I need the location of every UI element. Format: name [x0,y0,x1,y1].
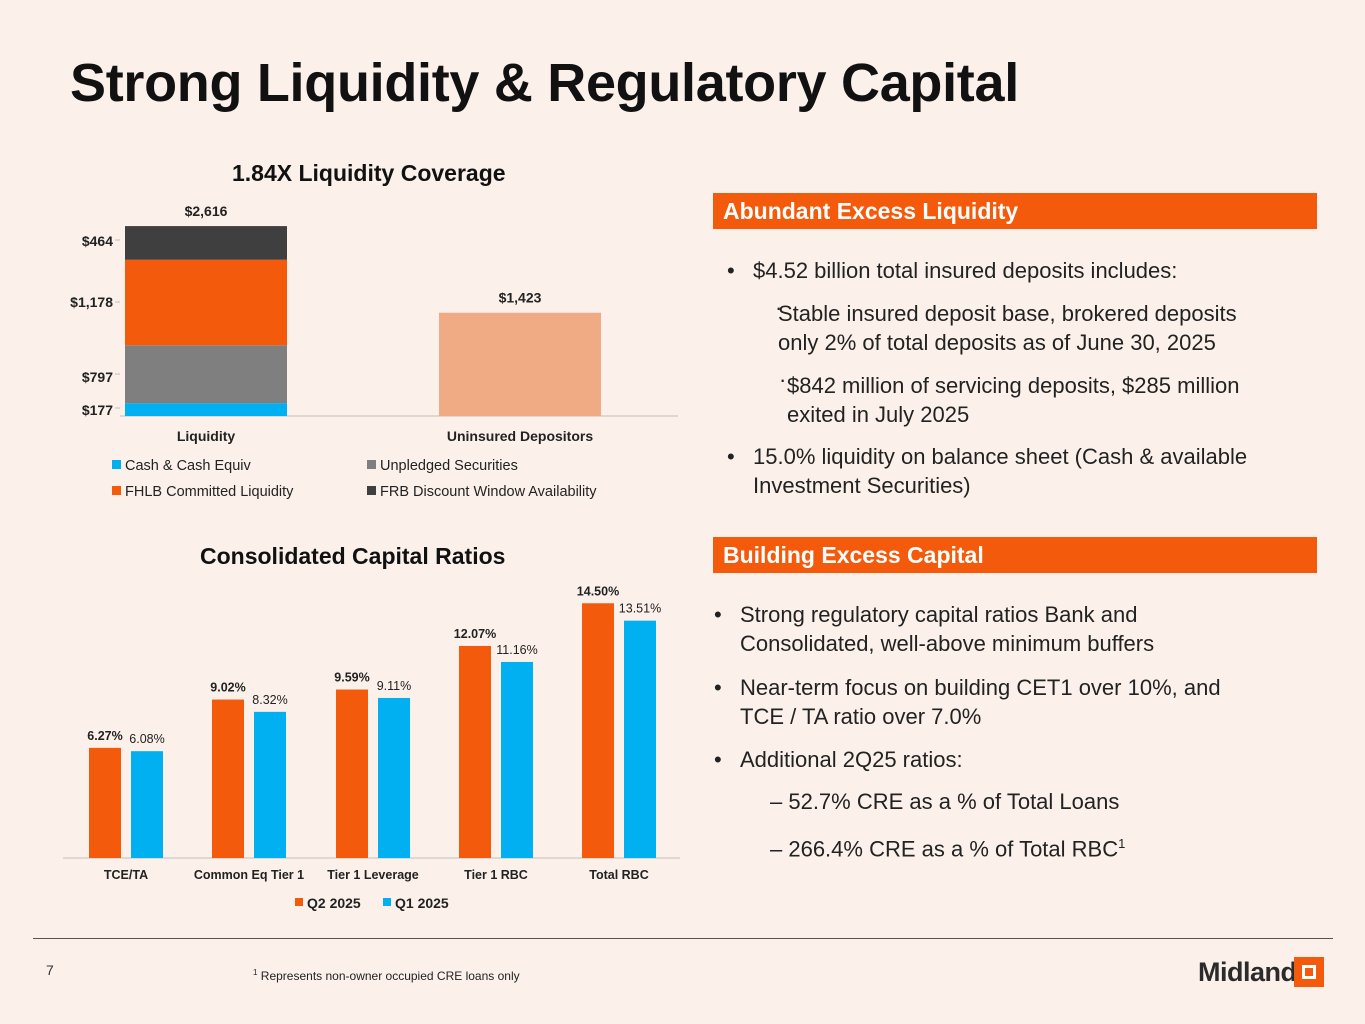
legend-frb: FRB Discount Window Availability [380,484,597,500]
data-label-q1-4: 13.51% [619,602,661,616]
line: exited in July 2025 [787,402,970,427]
midland-logo-icon [1294,957,1324,987]
legend-swatch-frb [367,486,376,495]
data-label-q2-1: 9.02% [210,681,245,695]
legend-swatch-q2 [295,898,303,906]
label-fhlb: $1,178 [70,294,113,310]
capital-sub-bullet-cre-rbc: – 266.4% CRE as a % of Total RBC1 [770,829,1125,863]
category-liquidity: Liquidity [177,428,236,444]
bar-q2-1 [212,699,244,858]
label-cash: $177 [82,402,113,418]
legend-cash: Cash & Cash Equiv [125,458,251,474]
footnote-marker: 1 [253,968,258,977]
bar-q1-2 [378,697,410,858]
legend-swatch-q1 [383,898,391,906]
bullet-dot: • [727,444,735,469]
data-label-q1-1: 8.32% [252,693,287,707]
bullet-dot: • [714,675,722,700]
bullet-dot: • [714,602,722,627]
bar-fhlb-committed [125,259,287,346]
bar-q2-0 [89,747,121,858]
line: Near-term focus on building CET1 over 10… [740,675,1221,700]
label-total-liquidity: $2,616 [185,203,228,219]
capital-chart-title: Consolidated Capital Ratios [200,543,506,569]
footnote-ref: 1 [1118,836,1126,851]
data-label-q2-3: 12.07% [454,627,496,641]
liquidity-chart: $177 $797 $1,178 $464 $2,616 $1,423 Liqu… [70,203,678,500]
page-number: 7 [46,962,54,978]
liquidity-sub-bullet-servicing-deposits: $842 million of servicing deposits, $285… [787,371,1239,429]
legend-q2-2025: Q2 2025 [307,895,361,911]
bar-uninsured-depositors [439,312,601,416]
label-total-uninsured: $1,423 [499,290,542,306]
legend-q1-2025: Q1 2025 [395,895,449,911]
line: only 2% of total deposits as of June 30,… [778,330,1216,355]
bar-unpledged-securities [125,345,287,404]
legend-swatch-cash [112,460,121,469]
legend-securities: Unpledged Securities [380,458,518,474]
footnote-text: Represents non-owner occupied CRE loans … [260,969,520,983]
data-label-q1-3: 11.16% [496,643,537,657]
liquidity-bullet-insured-deposits: $4.52 billion total insured deposits inc… [753,258,1178,283]
label-frb: $464 [82,233,113,249]
midland-logo-text: Midland [1198,957,1297,987]
category-tier1-leverage: Tier 1 Leverage [327,868,419,882]
line: Investment Securities) [753,473,971,498]
legend-swatch-fhlb [112,486,121,495]
bar-q1-0 [131,751,163,858]
footnote: 1 Represents non-owner occupied CRE loan… [253,968,520,983]
capital-bullet-cet1-focus: Near-term focus on building CET1 over 10… [740,673,1221,731]
category-total-rbc: Total RBC [589,868,649,882]
liquidity-panel-header: Abundant Excess Liquidity [713,193,1317,229]
category-common-eq-tier1: Common Eq Tier 1 [194,868,304,882]
capital-bullet-additional-ratios: Additional 2Q25 ratios: [740,747,963,772]
page-title: Strong Liquidity & Regulatory Capital [70,53,1019,113]
bar-cash-equiv [125,403,287,416]
label-securities: $797 [82,369,113,385]
bullet-dot: • [714,747,722,772]
data-label-q2-2: 9.59% [334,671,369,685]
line: – 266.4% CRE as a % of Total RBC [770,836,1119,862]
capital-ratios-chart: 6.27% 9.02% 9.59% 12.07% 14.50% 6.08% 8.32% 9.1… [63,584,680,911]
data-label-q2-0: 6.27% [87,729,122,743]
line: Consolidated, well-above minimum buffers [740,631,1155,656]
capital-panel-header: Building Excess Capital [713,537,1317,573]
sub-bullet-dot: · [775,295,783,320]
category-uninsured-depositors: Uninsured Depositors [447,428,593,444]
bar-q2-4 [582,603,614,858]
data-label-q2-4: 14.50% [577,584,619,598]
category-tier1-rbc: Tier 1 RBC [464,868,528,882]
bullet-dot: • [727,258,735,283]
liquidity-bullet-balance-sheet: 15.0% liquidity on balance sheet (Cash &… [753,442,1247,500]
capital-sub-bullet-cre-loans: – 52.7% CRE as a % of Total Loans [770,789,1120,814]
line: Stable insured deposit base, brokered de… [778,301,1237,326]
line: 15.0% liquidity on balance sheet (Cash &… [753,444,1248,469]
bar-q1-1 [254,711,286,858]
liquidity-chart-title: 1.84X Liquidity Coverage [232,160,506,186]
sub-bullet-dot: · [779,367,787,392]
line: $842 million of servicing deposits, $285… [787,373,1240,398]
bar-q2-3 [459,645,491,858]
bar-frb-discount-window [125,226,287,260]
bar-q1-4 [624,620,656,858]
bar-q1-3 [501,661,533,858]
line: Strong regulatory capital ratios Bank an… [740,602,1138,627]
data-label-q1-2: 9.11% [377,679,412,693]
category-tce-ta: TCE/TA [104,868,148,882]
liquidity-sub-bullet-stable-base: Stable insured deposit base, brokered de… [778,299,1237,357]
capital-bullet-strong-ratios: Strong regulatory capital ratios Bank an… [740,600,1154,658]
data-label-q1-0: 6.08% [129,732,164,746]
legend-fhlb: FHLB Committed Liquidity [125,484,294,500]
footer-divider [33,938,1333,939]
legend-swatch-securities [367,460,376,469]
line: TCE / TA ratio over 7.0% [740,704,982,729]
bar-q2-2 [336,689,368,858]
